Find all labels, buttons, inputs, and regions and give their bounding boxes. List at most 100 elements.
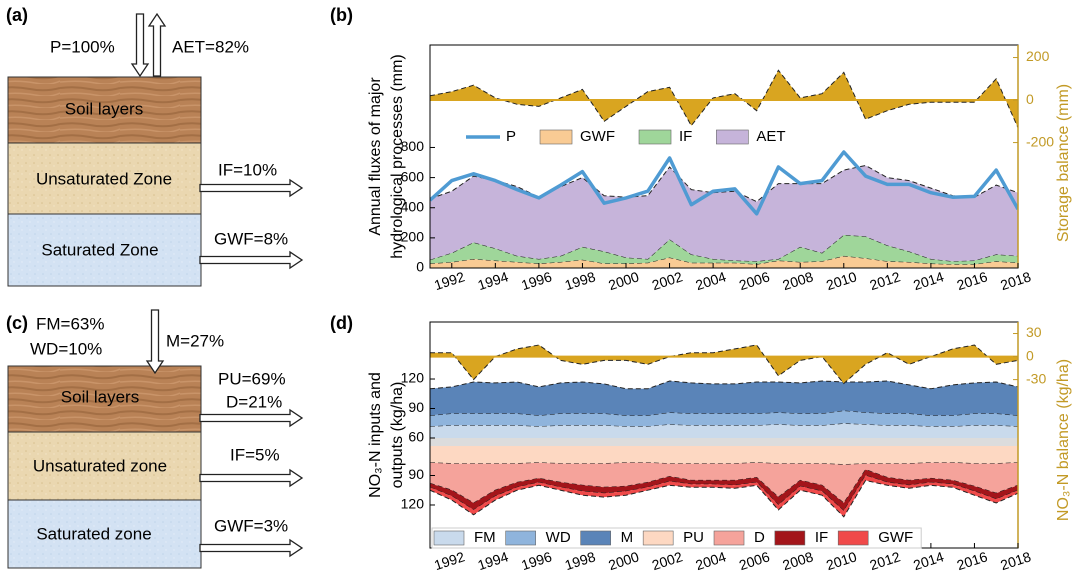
flow-label: WD=10% <box>30 339 102 358</box>
legend-label: WD <box>546 529 571 546</box>
stack-edge <box>430 380 1018 390</box>
flow-label: GWF=8% <box>214 229 288 248</box>
saturated-layer <box>7 499 202 569</box>
layer-label: Unsaturated Zone <box>36 169 172 188</box>
x-tick-label: 2012 <box>868 268 903 293</box>
x-tick-label: 2010 <box>824 548 859 572</box>
flow-arrow <box>130 13 150 78</box>
x-tick-label: 2004 <box>693 548 728 572</box>
y2-axis-label: NO₃-N balance (kg/ha) <box>1055 359 1072 521</box>
y2-tick-label: 0 <box>1026 91 1034 107</box>
y2-tick-label: -30 <box>1026 370 1046 386</box>
legend-label: P <box>506 128 516 145</box>
flow-arrow <box>199 468 304 488</box>
x-tick-label: 1998 <box>563 268 598 293</box>
x-tick-label: 1994 <box>476 268 511 293</box>
y2-tick-label: -200 <box>1026 133 1054 149</box>
flow-label: M=27% <box>166 331 224 350</box>
soil-layer <box>7 76 202 144</box>
layer-label: Unsaturated zone <box>33 456 167 475</box>
legend-swatch <box>638 129 672 145</box>
y-tick-label: 0 <box>416 259 424 275</box>
saturated-layer <box>7 213 202 287</box>
x-tick-label: 2002 <box>650 268 685 293</box>
x-tick-label: 1998 <box>563 548 598 572</box>
x-tick-label: 2004 <box>693 268 728 293</box>
y2-tick-label: 30 <box>1026 324 1042 340</box>
flow-label: GWF=3% <box>214 516 288 535</box>
legend-label: IF <box>815 529 828 546</box>
flow-label: P=100% <box>50 37 115 56</box>
stack-edge <box>430 479 1018 518</box>
diagram-a: P=100% AET=82% Soil layers Unsaturated Z… <box>7 37 288 287</box>
x-tick-label: 1996 <box>519 548 554 572</box>
panel-label: (a) <box>6 5 28 25</box>
legend-label: D <box>754 529 765 546</box>
legend-swatch <box>837 530 869 546</box>
legend-label: GWF <box>580 128 615 145</box>
panel-label: (c) <box>6 313 28 333</box>
legend-label: AET <box>756 128 785 145</box>
flow-arrow <box>199 178 304 198</box>
x-tick-label: 2016 <box>955 548 990 572</box>
flow-label: PU=69% <box>218 369 286 388</box>
unsaturated-layer <box>7 431 202 501</box>
layer-label: Saturated zone <box>36 524 151 543</box>
diagram-c: FM=63% WD=10% M=27% Soil layers Unsatura… <box>7 314 288 569</box>
balance-edge <box>430 344 1018 385</box>
x-tick-label: 2014 <box>911 548 946 572</box>
x-tick-label: 2018 <box>998 268 1033 293</box>
legend-label: FM <box>474 529 496 546</box>
flow-label: FM=63% <box>36 314 105 333</box>
x-tick-label: 2010 <box>824 268 859 293</box>
outputs-area <box>430 446 1018 518</box>
unsaturated-layer <box>7 142 202 215</box>
legend-label: PU <box>683 529 704 546</box>
y-tick-label: 400 <box>401 198 425 214</box>
y2-tick-label: 200 <box>1026 48 1050 64</box>
y-tick-label: 600 <box>401 168 425 184</box>
layer-label: Saturated Zone <box>41 240 158 259</box>
x-tick-label: 2012 <box>868 548 903 572</box>
x-tick-label: 2006 <box>737 268 772 293</box>
area-segment <box>430 462 1018 503</box>
x-tick-label: 1996 <box>519 268 554 293</box>
soil-layer <box>7 365 202 433</box>
legend-swatch <box>539 129 573 145</box>
legend-label: M <box>621 529 634 546</box>
flow-arrow <box>145 309 165 375</box>
legend-swatch <box>716 129 749 145</box>
panel-label: (b) <box>330 5 353 25</box>
panel-label: (d) <box>330 313 353 333</box>
legend-swatch <box>580 530 611 546</box>
flow-label: AET=82% <box>172 37 249 56</box>
flow-arrow <box>199 250 304 270</box>
area-segment <box>430 255 1018 268</box>
x-tick-label: 2006 <box>737 548 772 572</box>
area-segment <box>430 423 1018 438</box>
flow-arrow <box>199 408 304 428</box>
balance-area <box>430 70 1018 128</box>
y-tick-label: 120 <box>401 496 425 512</box>
flow-arrow <box>199 538 304 558</box>
legend-label: GWF <box>878 529 913 546</box>
y-tick-label: 120 <box>401 370 425 386</box>
area-segment <box>430 381 1018 416</box>
axis-break <box>430 438 1018 446</box>
flow-arrow <box>147 12 167 77</box>
x-tick-label: 2014 <box>911 268 946 293</box>
line-series <box>430 150 1018 216</box>
plot-area <box>430 69 1018 268</box>
x-tick-label: 2018 <box>998 548 1033 572</box>
area-segment <box>430 234 1018 265</box>
x-tick-label: 2000 <box>606 268 641 293</box>
y-axis-label: hydrological processes (mm) <box>389 54 406 259</box>
arrows <box>130 12 304 558</box>
legend-swatch <box>713 530 745 546</box>
x-tick-label: 2008 <box>781 268 816 293</box>
x-tick-label: 1992 <box>432 268 467 293</box>
legend-swatch <box>505 530 536 546</box>
x-tick-label: 2008 <box>781 548 816 572</box>
